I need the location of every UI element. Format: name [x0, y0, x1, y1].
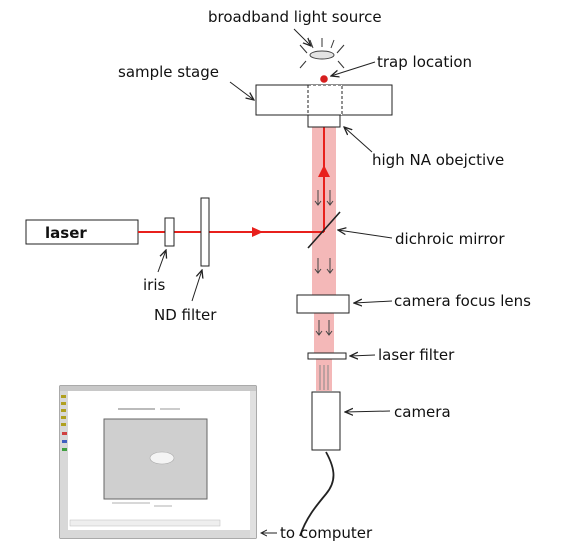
dichroic-mirror-label: dichroic mirror: [395, 230, 505, 248]
camera-label: camera: [394, 403, 451, 421]
laser-filter: [307, 352, 347, 360]
objective-label: high NA obejctive: [372, 151, 504, 169]
objective: [307, 114, 341, 128]
sample-stage-label: sample stage: [118, 63, 219, 81]
trap-location-pointer: [331, 61, 376, 76]
trap-location-label: trap location: [377, 53, 472, 71]
beam-up-arrowhead: [318, 165, 330, 177]
iris-pointer: [157, 250, 166, 273]
camera-focus-lens-label: camera focus lens: [394, 292, 531, 310]
light-source-bulb: [309, 50, 335, 60]
dichroic-mirror: [307, 211, 341, 249]
nd-filter-label: ND filter: [154, 306, 217, 324]
to-computer-label: to computer: [280, 524, 373, 542]
objective-pointer: [344, 127, 373, 153]
computer-screenshot: [59, 385, 257, 539]
nd-filter: [200, 197, 210, 267]
laser-filter-pointer: [350, 355, 376, 356]
iris-label: iris: [143, 276, 166, 294]
camera-focus-lens-pointer: [354, 301, 393, 303]
sample-stage-pointer: [229, 81, 254, 100]
dichroic-mirror-pointer: [338, 230, 393, 239]
light-source-label: broadband light source: [208, 8, 382, 26]
camera: [311, 391, 341, 451]
light-source-pointer: [293, 28, 311, 46]
laser-box: [25, 219, 139, 245]
beam-down-arrows: [314, 190, 334, 336]
nd-filter-pointer: [191, 270, 202, 302]
camera-cable: [299, 451, 335, 537]
camera-focus-lens: [296, 294, 350, 314]
laser-label: laser: [45, 224, 87, 242]
laser-filter-label: laser filter: [378, 346, 455, 364]
laser-beam-arrowhead: [252, 227, 263, 237]
iris: [164, 217, 175, 247]
objective-in-stage: [307, 84, 343, 116]
filtered-light-lines: [319, 365, 329, 390]
trap-location-dot: [320, 75, 328, 83]
camera-pointer: [345, 411, 391, 412]
